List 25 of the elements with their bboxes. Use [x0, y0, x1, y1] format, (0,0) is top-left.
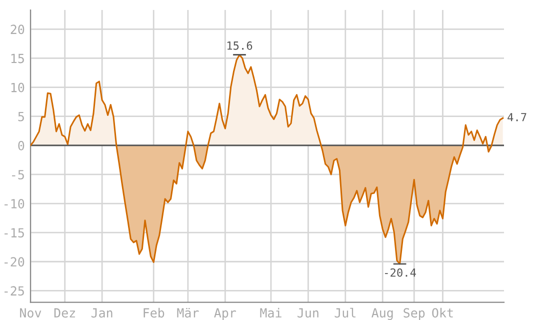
y-tick-label: 20	[10, 24, 24, 34]
x-tick-label: Mär	[177, 308, 199, 318]
y-tick-label: 15	[11, 54, 24, 64]
y-tick-label: 10	[11, 82, 24, 92]
y-tick-label: -20	[4, 257, 24, 267]
annotation: 15.6	[227, 41, 252, 50]
y-tick-label: -25	[4, 286, 24, 296]
x-tick-label: Apr	[214, 308, 236, 320]
x-tick-label: Jan	[91, 308, 112, 318]
y-tick-label: 5	[18, 112, 24, 122]
x-tick-label: Jun	[298, 308, 318, 318]
y-tick-label: -10	[4, 199, 24, 208]
x-tick-label: Feb	[144, 308, 164, 318]
x-tick-label: Sep	[404, 308, 425, 320]
x-tick-label: Jul	[334, 308, 356, 318]
x-tick-label: Okt	[432, 308, 453, 318]
y-tick-label: -5	[12, 170, 24, 180]
x-tick-label: Nov	[20, 308, 42, 318]
x-tick-label: Dez	[54, 308, 75, 318]
y-tick-label: 0	[18, 140, 24, 150]
annotation: -20.4	[385, 268, 416, 277]
y-tick-label: -15	[4, 228, 24, 238]
text: 4.7	[508, 113, 526, 122]
x-tick-label: Aug	[372, 308, 393, 320]
x-tick-label: Mai	[260, 308, 282, 318]
